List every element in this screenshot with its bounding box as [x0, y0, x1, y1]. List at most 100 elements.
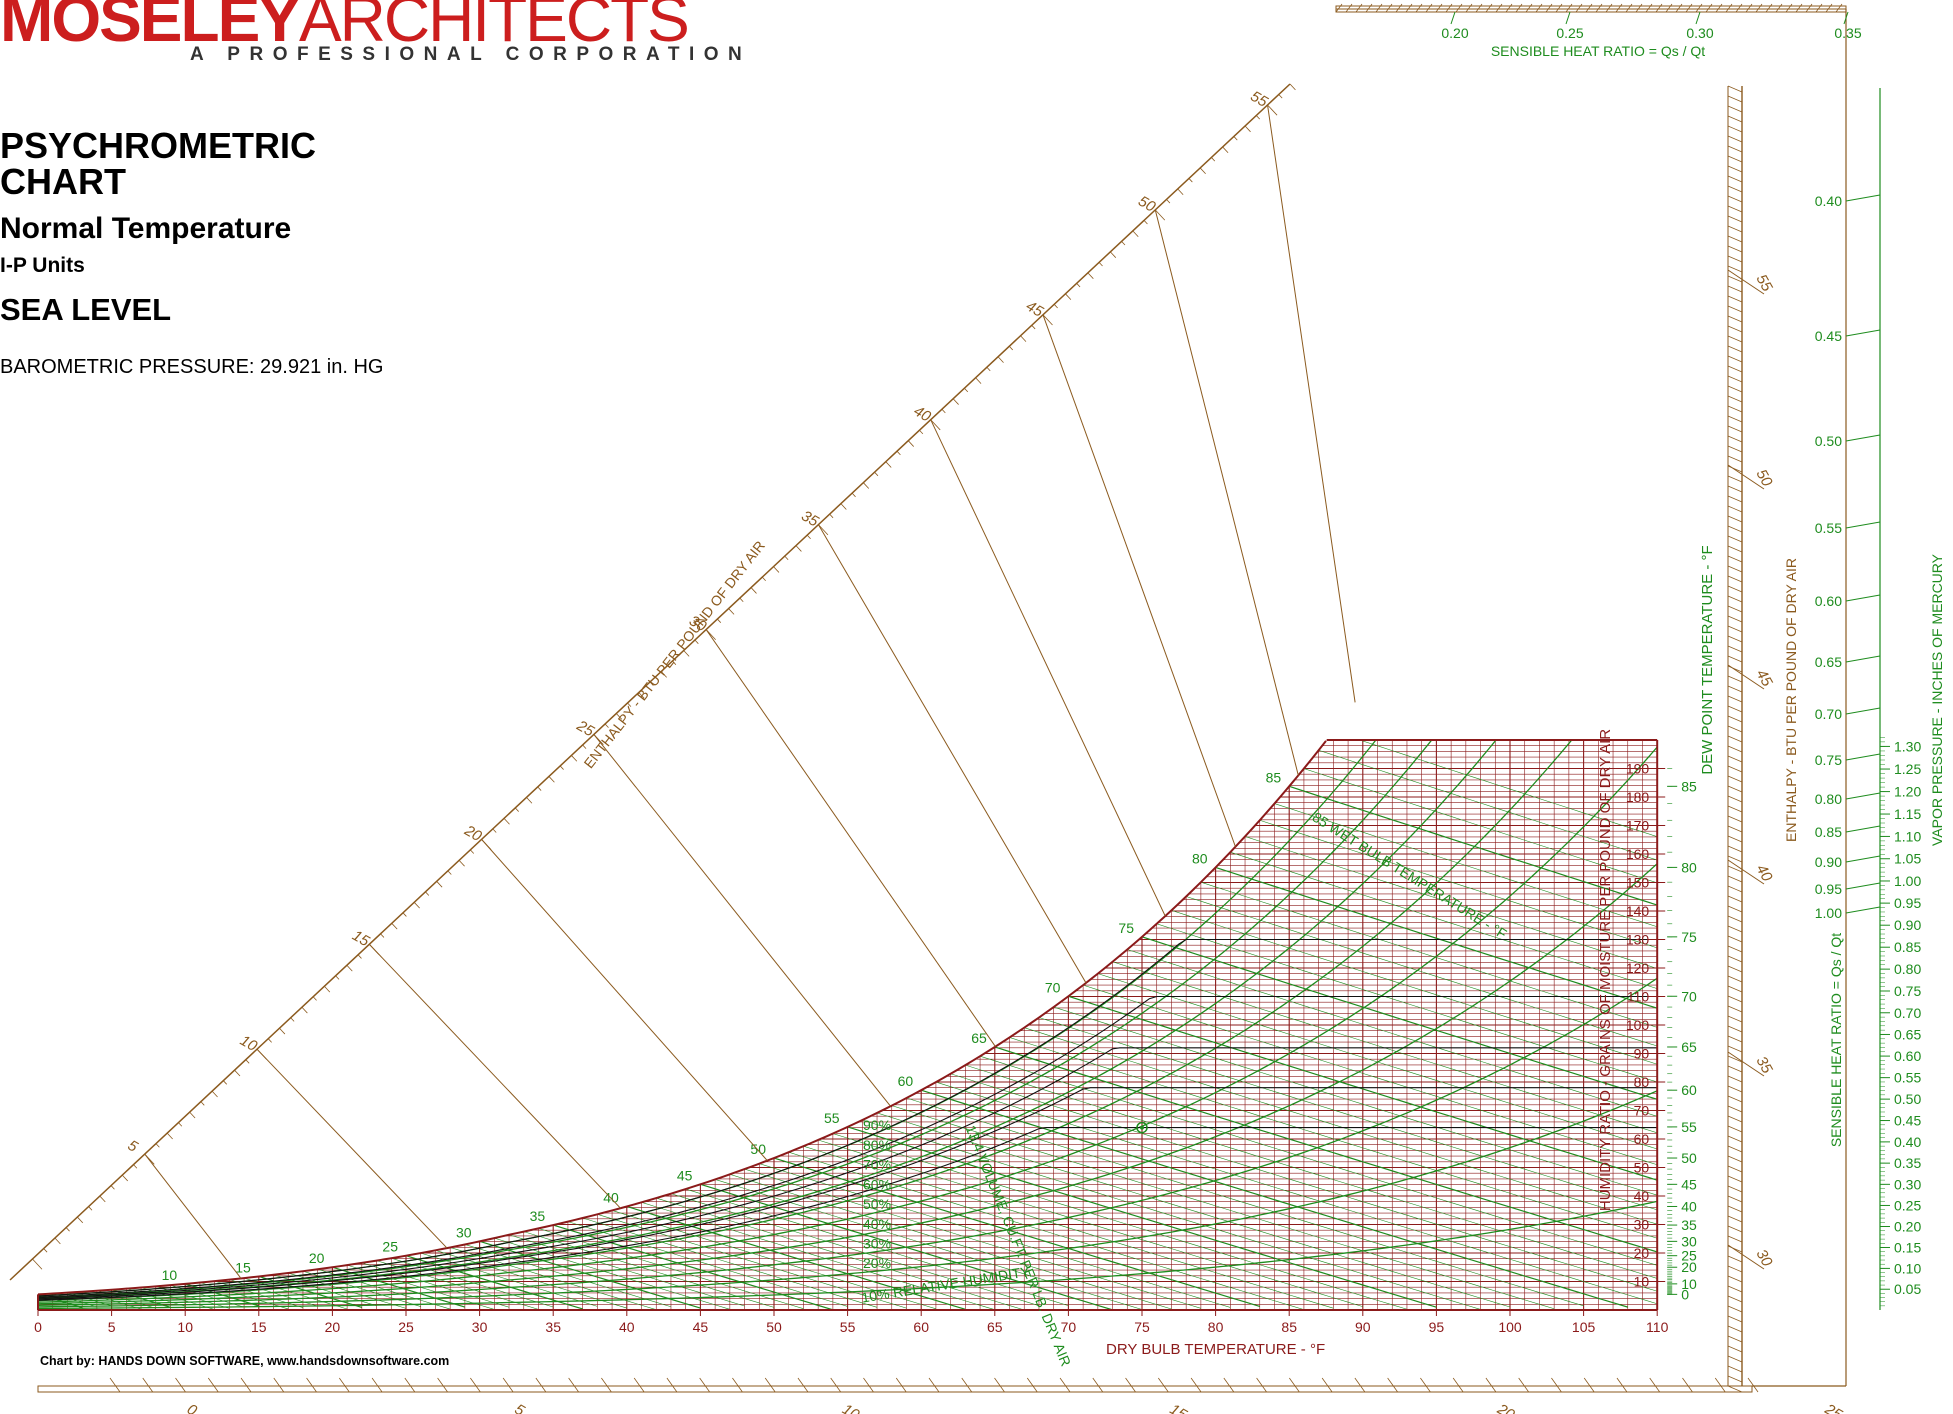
enthalpy-tick	[1144, 220, 1147, 224]
wet-bulb-line	[1142, 937, 1657, 1100]
shr-tick	[1846, 435, 1880, 441]
y-tick-label: 60	[1634, 1131, 1650, 1147]
x-tick-label: 65	[987, 1319, 1003, 1335]
enthalpy-guide	[1155, 210, 1298, 775]
shr-top-tick-label: 0.20	[1441, 25, 1468, 41]
enthalpy-right-label: 55	[1753, 272, 1776, 296]
vapor-pressure-label: 0.55	[1894, 1070, 1921, 1086]
enthalpy-bottom-tick	[339, 1378, 349, 1392]
enthalpy-right-tick	[1728, 1046, 1742, 1052]
enthalpy-tick	[538, 787, 541, 791]
enthalpy-right-tick	[1728, 1036, 1742, 1042]
enthalpy-top-tick	[1656, 4, 1662, 12]
enthalpy-top-tick	[1756, 4, 1762, 12]
rh-label: 80%	[863, 1137, 891, 1153]
enthalpy-tick	[246, 1060, 249, 1064]
dew-point-label: 40	[1681, 1198, 1697, 1214]
enthalpy-right-tick	[1728, 1096, 1742, 1102]
enthalpy-tick	[44, 1249, 47, 1253]
shr-tick-label: 1.00	[1815, 905, 1842, 921]
vapor-pressure-label: 0.30	[1894, 1176, 1921, 1192]
shr-tick-label: 0.90	[1815, 854, 1842, 870]
enthalpy-top-tick	[1516, 4, 1522, 12]
saturation-temp-label: 55	[824, 1110, 840, 1126]
shr-tick-label: 0.50	[1815, 433, 1842, 449]
saturation-temp-label: 70	[1045, 979, 1061, 995]
enthalpy-tick	[358, 955, 361, 959]
enthalpy-right-axis-label: ENTHALPY - BTU PER POUND OF DRY AIR	[1783, 558, 1799, 842]
x-tick-label: 90	[1355, 1319, 1371, 1335]
x-tick-label: 95	[1429, 1319, 1445, 1335]
enthalpy-tick-label: 20	[461, 822, 485, 846]
x-tick-label: 5	[108, 1319, 116, 1335]
y-tick-label: 20	[1634, 1245, 1650, 1261]
shr-top-tick	[1451, 12, 1455, 24]
x-tick-label: 80	[1208, 1319, 1224, 1335]
enthalpy-right-tick	[1728, 246, 1742, 252]
enthalpy-bottom-label: 0	[184, 1401, 200, 1414]
dew-point-label: 80	[1681, 859, 1697, 875]
enthalpy-guide	[482, 839, 768, 1160]
enthalpy-right-tick	[1728, 396, 1742, 402]
enthalpy-tick	[279, 1028, 284, 1034]
dew-point-axis-label: DEW POINT TEMPERATURE - °F	[1699, 545, 1716, 774]
shr-tick-label: 0.80	[1815, 791, 1842, 807]
enthalpy-right-tick	[1728, 406, 1742, 412]
enthalpy-top-tick	[1586, 4, 1592, 12]
enthalpy-bottom-tick	[1453, 1378, 1463, 1392]
enthalpy-tick	[470, 850, 473, 854]
enthalpy-bottom-tick	[1682, 1378, 1692, 1392]
enthalpy-right-tick	[1728, 156, 1742, 162]
enthalpy-bottom-tick	[1486, 1378, 1496, 1392]
shr-tick	[1846, 793, 1880, 799]
enthalpy-right-tick	[1728, 1166, 1742, 1172]
enthalpy-tick	[89, 1207, 92, 1211]
enthalpy-right-tick	[1728, 1146, 1742, 1152]
enthalpy-top-tick	[1796, 4, 1802, 12]
dew-point-label: 35	[1681, 1217, 1697, 1233]
enthalpy-right-label: 35	[1753, 1054, 1776, 1078]
dew-point-label: 65	[1681, 1039, 1697, 1055]
x-axis-label: DRY BULB TEMPERATURE - °F	[1106, 1341, 1325, 1358]
enthalpy-tick	[1009, 346, 1012, 350]
enthalpy-right-tick	[1728, 1186, 1742, 1192]
enthalpy-tick	[347, 965, 352, 971]
enthalpy-tick	[908, 441, 913, 447]
reference-point-dot	[1140, 1126, 1144, 1130]
saturation-temp-label: 65	[971, 1030, 987, 1046]
enthalpy-tick	[774, 567, 779, 573]
vapor-pressure-label: 0.90	[1894, 917, 1921, 933]
enthalpy-guide	[257, 1049, 447, 1248]
enthalpy-right-tick	[1728, 286, 1742, 292]
enthalpy-right-tick	[1728, 496, 1742, 502]
y-tick-label: 70	[1634, 1103, 1650, 1119]
enthalpy-tick	[504, 818, 509, 824]
enthalpy-tick	[268, 1039, 271, 1043]
enthalpy-right-tick	[1728, 1076, 1742, 1082]
shr-tick	[1846, 754, 1880, 760]
enthalpy-right-tick	[1728, 116, 1742, 122]
enthalpy-right-tick	[1728, 946, 1742, 952]
enthalpy-guide	[706, 630, 995, 1047]
enthalpy-right-tick	[1728, 1226, 1742, 1232]
enthalpy-top-tick	[1546, 4, 1552, 12]
shr-tick	[1846, 656, 1880, 662]
enthalpy-tick	[830, 514, 833, 518]
enthalpy-right-tick	[1728, 636, 1742, 642]
enthalpy-tick	[841, 504, 846, 510]
wet-bulb-line	[965, 1065, 1657, 1278]
enthalpy-right-tick	[1728, 226, 1742, 232]
enthalpy-right-tick	[1728, 536, 1742, 542]
enthalpy-bottom-tick	[765, 1378, 775, 1392]
enthalpy-right-tick	[1728, 1256, 1742, 1262]
vapor-pressure-label: 0.10	[1894, 1260, 1921, 1276]
enthalpy-right-tick	[1728, 986, 1742, 992]
enthalpy-tick	[1110, 252, 1115, 258]
enthalpy-tick	[976, 378, 981, 384]
enthalpy-right-tick	[1728, 956, 1742, 962]
enthalpy-tick	[1211, 157, 1214, 161]
shr-tick	[1846, 856, 1880, 862]
enthalpy-tick	[1054, 304, 1057, 308]
vapor-pressure-label: 0.20	[1894, 1219, 1921, 1235]
y-tick-label: 160	[1626, 846, 1650, 862]
